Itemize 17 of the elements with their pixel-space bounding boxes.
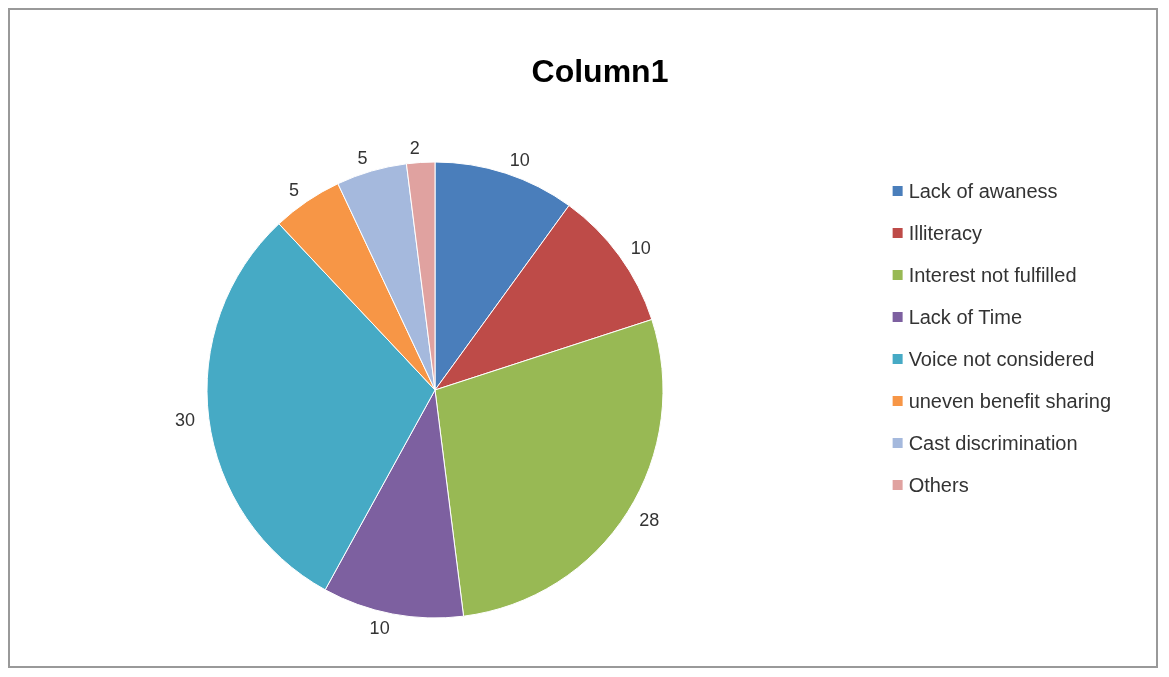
legend-label: uneven benefit sharing (908, 390, 1111, 412)
legend-label: Lack of Time (908, 306, 1023, 328)
legend-label: Voice not considered (908, 348, 1095, 370)
legend-label: Others (908, 474, 969, 496)
data-label: 5 (288, 179, 299, 200)
legend-label: Interest not fulfilled (908, 264, 1077, 286)
legend-label: Lack of awaness (908, 180, 1058, 202)
legend-label: Illiteracy (908, 222, 982, 244)
data-label: 5 (357, 147, 368, 168)
data-label: 10 (369, 617, 390, 638)
chart-title: Column1 (531, 53, 669, 89)
legend-label: Cast discrimination (908, 432, 1078, 454)
data-label: 10 (630, 237, 651, 258)
data-label: 30 (174, 410, 195, 431)
data-label: 2 (409, 138, 420, 159)
data-label: 28 (639, 509, 660, 530)
data-label: 10 (509, 149, 530, 170)
